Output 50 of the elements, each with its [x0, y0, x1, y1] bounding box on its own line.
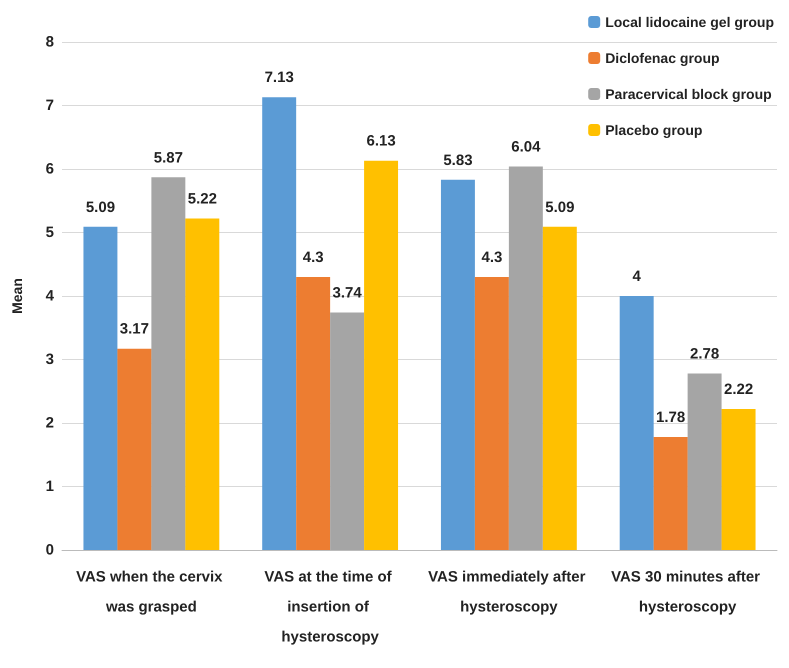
bar	[440, 180, 475, 550]
x-tick-label: VAS 30 minutes after hysteroscopy	[611, 568, 764, 616]
y-tick-label: 2	[46, 414, 54, 432]
x-tick-label: VAS when the cervix was grasped	[76, 568, 227, 616]
bar	[117, 348, 152, 550]
data-label: 4.3	[302, 248, 324, 266]
legend-label: Local lidocaine gel group	[605, 14, 774, 30]
legend-label: Paracervical block group	[605, 86, 772, 102]
bar	[722, 409, 756, 550]
data-label: 4	[632, 268, 642, 285]
bar	[474, 276, 509, 550]
data-label: 5.83	[443, 152, 473, 169]
y-tick-label: 1	[46, 478, 54, 495]
data-label: 1.78	[656, 408, 686, 426]
bar	[688, 373, 722, 550]
data-label: 5.09	[545, 198, 574, 216]
legend-label: Placebo group	[605, 122, 702, 138]
data-label: 2.22	[724, 381, 754, 398]
bar	[508, 166, 543, 550]
data-label: 5.09	[86, 198, 116, 216]
data-label: 6.13	[366, 132, 396, 150]
x-tick-label: VAS immediately after hysteroscopy	[428, 568, 590, 616]
bar	[620, 296, 654, 550]
data-label: 3.17	[120, 320, 149, 338]
bar	[262, 97, 296, 550]
bar	[185, 218, 220, 550]
data-label: 3.74	[332, 284, 362, 302]
legend-label: Diclofenac group	[605, 50, 720, 66]
bar	[654, 436, 688, 550]
data-label: 7.13	[264, 69, 294, 86]
y-tick-label: 5	[46, 224, 54, 241]
data-label: 2.78	[690, 345, 720, 362]
bar	[542, 226, 577, 550]
y-tick-label: 0	[46, 542, 54, 558]
y-tick-label: 7	[46, 97, 54, 114]
data-label: 6.04	[511, 138, 542, 156]
y-tick-label: 6	[46, 160, 54, 178]
bar	[364, 160, 398, 550]
x-tick-label: VAS at the time of insertion of hysteroscopy	[264, 568, 396, 646]
bar	[330, 312, 364, 550]
y-tick-label: 3	[46, 351, 54, 368]
y-tick-label: 8	[46, 34, 54, 50]
bar	[296, 276, 330, 550]
y-axis-title: Mean	[9, 278, 25, 314]
data-label: 5.87	[154, 149, 183, 166]
bar	[151, 177, 186, 550]
data-label: 4.3	[481, 248, 502, 266]
y-tick-label: 4	[46, 288, 55, 304]
bar	[83, 226, 118, 550]
data-label: 5.22	[188, 190, 217, 208]
